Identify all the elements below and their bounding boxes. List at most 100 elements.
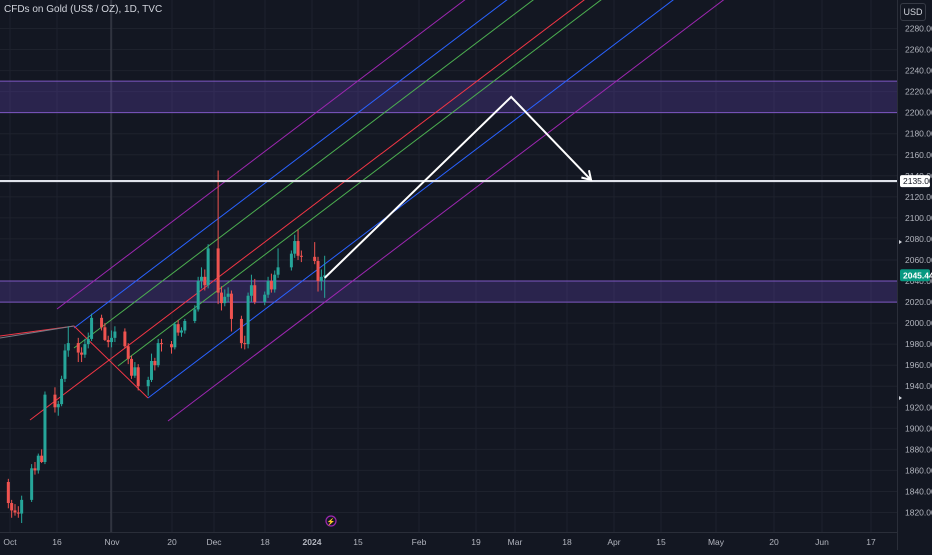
- pitchfork-median: [29, 0, 585, 421]
- candle-body: [36, 455, 40, 471]
- candle-body: [229, 293, 233, 319]
- x-tick-label: Nov: [104, 537, 120, 547]
- event-marker-glyph: ⚡: [327, 517, 336, 526]
- candle-body: [289, 253, 293, 268]
- x-tick-label: 15: [656, 537, 666, 547]
- axis-marker-icon: [899, 396, 902, 400]
- pitchfork-lower-green: [117, 0, 602, 367]
- candle-body: [273, 274, 277, 290]
- chart-title: CFDs on Gold (US$ / OZ), 1D, TVC: [4, 4, 163, 15]
- candle-body: [239, 318, 243, 344]
- drawings: ⚡: [0, 95, 897, 527]
- y-tick-label: 2100.00: [905, 213, 932, 223]
- y-tick-label: 1860.00: [905, 465, 932, 475]
- y-tick-label: 2260.00: [905, 45, 932, 55]
- candle-body: [86, 338, 90, 345]
- candle-body: [323, 275, 327, 277]
- y-tick-label: 1900.00: [905, 423, 932, 433]
- candle-body: [223, 296, 227, 304]
- currency-button[interactable]: USD: [900, 3, 926, 21]
- pitchfork: [0, 0, 725, 422]
- candle-body: [249, 285, 253, 296]
- candle-body: [66, 343, 70, 351]
- support-resistance-zone: [0, 281, 897, 303]
- y-tick-label: 2080.00: [905, 234, 932, 244]
- candle-body: [126, 346, 130, 359]
- candle-body: [136, 367, 140, 387]
- candle-body: [253, 285, 257, 303]
- candle-body: [10, 503, 14, 511]
- candle-body: [203, 276, 207, 286]
- candle-body: [170, 344, 173, 348]
- candle-body: [216, 248, 220, 293]
- candle-body: [56, 404, 60, 408]
- candle-body: [16, 512, 20, 514]
- candle-body: [110, 337, 114, 343]
- candle-body: [196, 281, 200, 310]
- candle-body: [43, 394, 47, 462]
- x-tick-label: 19: [471, 537, 481, 547]
- candle-body: [63, 350, 67, 379]
- x-tick-label: 20: [167, 537, 177, 547]
- candle-body: [266, 281, 270, 295]
- y-tick-label: 2200.00: [905, 108, 932, 118]
- candle-body: [90, 317, 94, 339]
- candle-body: [176, 324, 180, 333]
- candle-body: [246, 295, 250, 345]
- x-tick-label: Dec: [206, 537, 222, 547]
- x-tick-label: 17: [866, 537, 876, 547]
- candle-body: [30, 468, 34, 500]
- candle-body: [33, 468, 37, 471]
- candle-body: [123, 331, 127, 347]
- candle-body: [293, 241, 297, 254]
- candle-body: [150, 360, 154, 380]
- candle-body: [83, 344, 87, 355]
- candle-body: [160, 343, 164, 345]
- handle-extension: [0, 325, 75, 339]
- candle-body: [276, 267, 280, 275]
- last-price-badge: [900, 269, 930, 282]
- candle-body: [296, 241, 300, 256]
- y-tick-label: 1960.00: [905, 360, 932, 370]
- level-price-label: 2135.00: [903, 176, 932, 186]
- y-tick-label: 1920.00: [905, 402, 932, 412]
- candle-body: [156, 343, 160, 366]
- x-tick-label: Mar: [508, 537, 523, 547]
- y-tick-label: 1880.00: [905, 444, 932, 454]
- x-tick-label: Jun: [815, 537, 829, 547]
- candle-body: [219, 292, 223, 304]
- pitchfork-outer-lower: [167, 0, 725, 422]
- x-tick-label: 15: [353, 537, 363, 547]
- y-tick-label: 1940.00: [905, 381, 932, 391]
- projection-path: [323, 95, 592, 279]
- candle-body: [313, 256, 317, 262]
- y-tick-label: 1980.00: [905, 339, 932, 349]
- candle-body: [173, 324, 177, 348]
- candle-body: [193, 309, 197, 322]
- candle-body: [80, 352, 84, 355]
- candle-body: [103, 327, 107, 340]
- y-tick-label: 2240.00: [905, 66, 932, 76]
- candle-body: [100, 317, 104, 328]
- candle-body: [183, 321, 187, 331]
- candle-body: [299, 255, 303, 257]
- level-price-badge: [900, 175, 930, 188]
- candle-body: [53, 394, 57, 408]
- candle-body: [153, 360, 157, 366]
- x-tick-label: 2024: [303, 537, 322, 547]
- candle-body: [263, 294, 267, 303]
- y-tick-label: 2120.00: [905, 192, 932, 202]
- projection-arrowhead: [581, 170, 593, 182]
- x-tick-label: Oct: [3, 537, 17, 547]
- candle-body: [146, 379, 150, 387]
- candle-body: [6, 481, 10, 504]
- support-resistance-zone: [0, 81, 897, 113]
- candle-body: [40, 455, 44, 462]
- candle-body: [130, 358, 134, 376]
- pitchfork-upper-green: [73, 0, 534, 349]
- candle-body: [206, 248, 210, 286]
- x-tick-label: Feb: [412, 537, 427, 547]
